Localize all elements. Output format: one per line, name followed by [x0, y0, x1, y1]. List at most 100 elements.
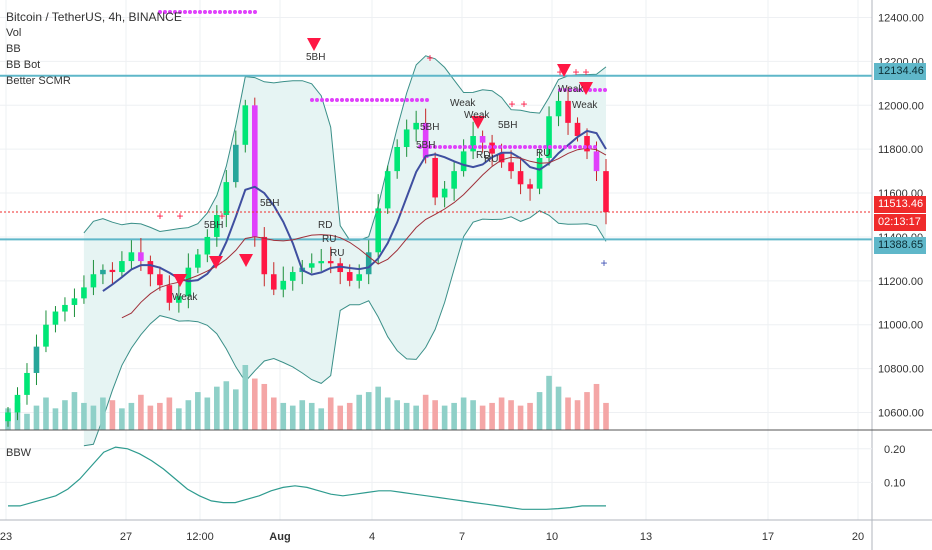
volume-bar [71, 392, 78, 430]
volume-bar [223, 381, 230, 430]
signal-dot [178, 10, 182, 14]
candle-body [413, 122, 419, 130]
bbw-tick-label: 0.20 [884, 444, 905, 456]
plus-marker: + [556, 65, 563, 79]
candle-body [251, 105, 258, 237]
signal-dot [163, 10, 167, 14]
volume-bar [138, 394, 144, 430]
candle-body [517, 171, 524, 185]
signal-dot [588, 145, 592, 149]
bbw-tick-label: 0.10 [884, 477, 905, 489]
signal-dot [425, 98, 429, 102]
y-tick-label: 10800.00 [878, 364, 924, 376]
volume-bar [584, 392, 590, 430]
signal-dot [558, 145, 562, 149]
y-tick-label: 12000.00 [878, 100, 924, 112]
volume-bar [460, 397, 467, 430]
signal-dot [538, 145, 542, 149]
volume-bar [166, 397, 173, 430]
signal-dot [503, 145, 507, 149]
signal-dot [478, 145, 482, 149]
y-tick-label: 12400.00 [878, 13, 924, 25]
horizontal-levels[interactable] [0, 74, 872, 241]
volume-bar [185, 400, 192, 430]
signal-annotation: RD [318, 220, 332, 231]
moving-averages [102, 129, 607, 319]
volume-bar [147, 405, 154, 430]
candle-body [100, 269, 106, 275]
signal-dot [573, 145, 577, 149]
sell-triangle [579, 82, 593, 95]
signal-dot [193, 10, 197, 14]
indicator-scmr-label[interactable]: Better SCMR [6, 75, 71, 87]
plus-marker: + [218, 209, 225, 223]
volume-bar [451, 402, 457, 430]
signal-dot [228, 10, 232, 14]
signal-dot [385, 98, 389, 102]
signal-dot [523, 145, 527, 149]
signal-dot [563, 145, 567, 149]
candle-body [109, 269, 116, 273]
signal-dot [573, 88, 577, 92]
candle-body [176, 296, 182, 303]
candle-body [365, 252, 372, 275]
signal-dot [188, 10, 192, 14]
signal-dot [405, 98, 409, 102]
signal-dot [423, 145, 427, 149]
signal-dot [493, 145, 497, 149]
candle-body [270, 274, 277, 290]
signal-dot [420, 98, 424, 102]
volume-bar [498, 397, 505, 430]
volume-bar [365, 392, 372, 430]
signal-dot [350, 98, 354, 102]
signal-dot [418, 145, 422, 149]
volume-bar [33, 405, 40, 430]
candle-body [308, 263, 315, 268]
signal-dot [433, 145, 437, 149]
candle-body [375, 208, 381, 253]
signal-dot [468, 145, 472, 149]
signal-dot [428, 145, 432, 149]
x-tick-label: Aug [269, 531, 290, 543]
signal-dot [463, 145, 467, 149]
signal-annotation: Weak [450, 98, 476, 109]
signal-dot [395, 98, 399, 102]
indicator-bb-label[interactable]: BB [6, 43, 21, 55]
x-tick-label: 17 [762, 531, 774, 543]
volume-bar [90, 405, 97, 430]
signal-dot [488, 145, 492, 149]
volume-bar [517, 405, 524, 430]
signal-annotation: 5BH [420, 122, 439, 133]
volume-bar [157, 402, 163, 430]
volume-bar [413, 405, 419, 430]
signal-dot [355, 98, 359, 102]
candle-body [470, 136, 476, 152]
signal-dot [325, 98, 329, 102]
candle-body [536, 157, 543, 189]
candle-body [422, 122, 429, 158]
x-tick-label: 7 [459, 531, 465, 543]
candle-body [52, 311, 59, 325]
bollinger-bands [83, 55, 607, 447]
signal-dot [558, 88, 562, 92]
plus-marker: + [176, 209, 183, 223]
signal-dot [213, 10, 217, 14]
indicator-bb-bot-label[interactable]: BB Bot [6, 59, 41, 71]
signal-dot [238, 10, 242, 14]
plus-marker: + [156, 209, 163, 223]
indicator-vol-label[interactable]: Vol [6, 27, 22, 39]
signal-dot [583, 145, 587, 149]
signal-annotation: Weak [172, 292, 198, 303]
candle-body [119, 261, 125, 273]
signal-dot [203, 10, 207, 14]
candle-body [527, 184, 533, 189]
signal-dot [410, 98, 414, 102]
signal-dot [400, 98, 404, 102]
volume-bar [308, 402, 315, 430]
signal-dot [208, 10, 212, 14]
signal-dot [380, 98, 384, 102]
volume-bar [536, 392, 543, 430]
bbw-pane-label[interactable]: BBW [6, 447, 32, 459]
candle-body [223, 182, 230, 215]
